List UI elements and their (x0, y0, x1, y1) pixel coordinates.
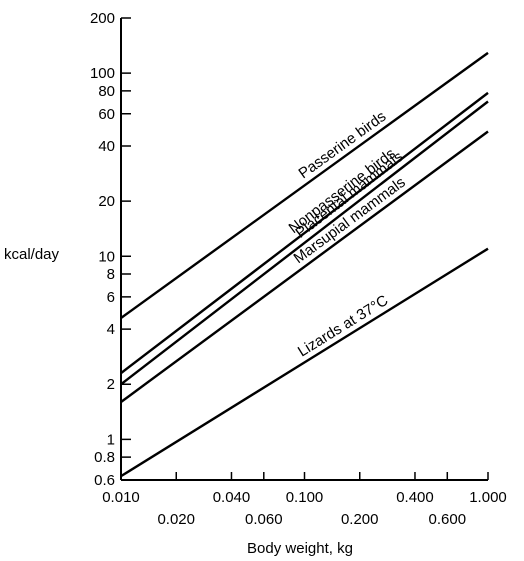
y-tick-label: 0.8 (94, 449, 115, 466)
x-tick-label: 0.600 (429, 511, 467, 528)
series-line (120, 247, 489, 478)
y-tick-label: 100 (90, 65, 115, 82)
y-tick-label: 10 (98, 248, 115, 265)
y-tick-label: 60 (98, 106, 115, 123)
x-tick-label: 0.040 (213, 489, 251, 506)
y-tick-label: 8 (107, 266, 115, 283)
y-axis-label: kcal/day (4, 246, 60, 263)
y-tick-label: 2 (107, 376, 115, 393)
series-label: Lizards at 37°C (295, 292, 391, 361)
series-lines (120, 51, 489, 478)
x-tick-label: 0.100 (286, 489, 324, 506)
y-tick-label: 80 (98, 83, 115, 100)
x-tick-label: 0.010 (102, 489, 140, 506)
x-tick-label: 0.200 (341, 511, 379, 528)
x-tick-label: 0.020 (157, 511, 195, 528)
series-line (120, 91, 489, 375)
y-tick-label: 0.6 (94, 472, 115, 489)
y-tick-label: 6 (107, 289, 115, 306)
y-tick-label: 20 (98, 193, 115, 210)
series-line (120, 130, 489, 403)
y-tick-label: 1 (107, 431, 115, 448)
x-axis-label: Body weight, kg (247, 540, 353, 557)
series-line (120, 100, 489, 386)
x-tick-label: 0.400 (396, 489, 434, 506)
series-line (120, 51, 489, 319)
x-tick-label: 1.000 (469, 489, 507, 506)
y-tick-label: 40 (98, 138, 115, 155)
x-tick-label: 0.060 (245, 511, 283, 528)
y-tick-label: 200 (90, 10, 115, 27)
y-tick-label: 4 (107, 321, 115, 338)
